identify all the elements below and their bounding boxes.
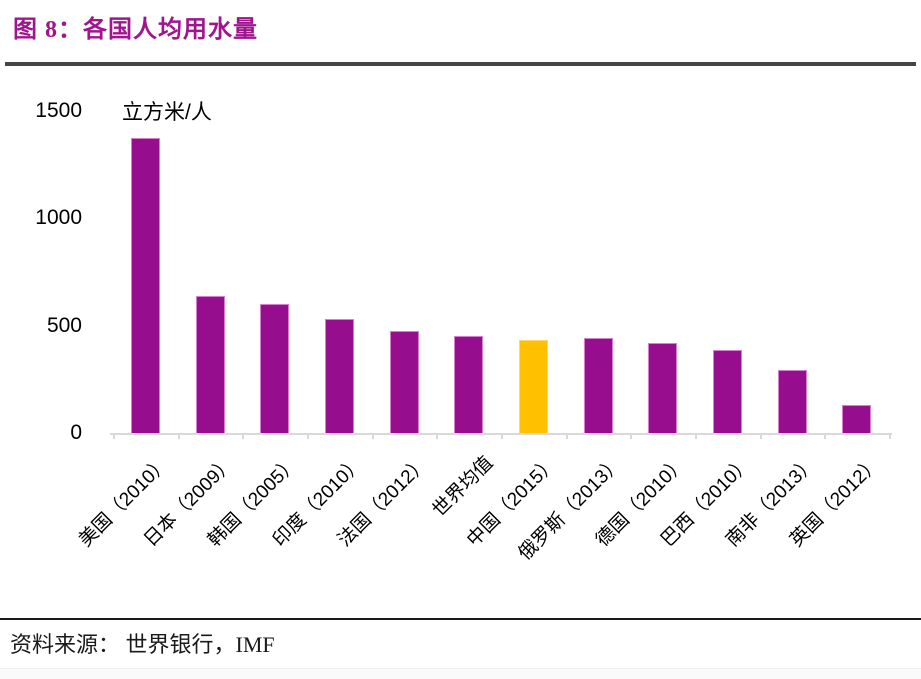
x-axis-tick <box>759 433 762 439</box>
bar <box>583 337 613 433</box>
bar <box>324 319 354 433</box>
y-axis-tick-label: 1500 <box>35 99 82 123</box>
bar <box>712 350 742 433</box>
bottom-strip <box>0 668 921 679</box>
x-axis-tick <box>307 433 309 439</box>
x-axis-tick <box>177 433 180 439</box>
x-axis-tick <box>371 433 374 439</box>
y-axis-tick-label: 1000 <box>35 206 82 230</box>
x-axis-tick <box>695 433 697 439</box>
x-axis-tick <box>630 433 633 439</box>
x-axis-tick <box>436 433 439 439</box>
y-axis-unit-label: 立方米/人 <box>122 101 212 124</box>
source-divider <box>0 618 921 620</box>
bar <box>648 343 678 433</box>
bar <box>260 304 290 433</box>
figure-title: 图 8：各国人均用水量 <box>13 17 258 43</box>
y-axis-tick-label: 500 <box>46 313 82 337</box>
x-axis-tick <box>889 433 891 439</box>
x-axis-tick <box>824 433 827 439</box>
x-axis-tick <box>242 433 245 439</box>
bar <box>389 331 419 433</box>
x-axis-tick <box>113 433 115 439</box>
bar <box>454 336 484 433</box>
title-divider <box>5 62 916 66</box>
bar-highlight <box>518 340 548 433</box>
bar <box>777 369 807 433</box>
source-text: 资料来源： 世界银行，IMF <box>10 632 275 657</box>
x-axis-tick <box>501 433 503 439</box>
bar <box>130 137 160 433</box>
bar <box>195 295 225 433</box>
x-axis-tick <box>565 433 568 439</box>
y-axis-tick-label: 0 <box>70 421 82 444</box>
bar <box>842 405 872 433</box>
